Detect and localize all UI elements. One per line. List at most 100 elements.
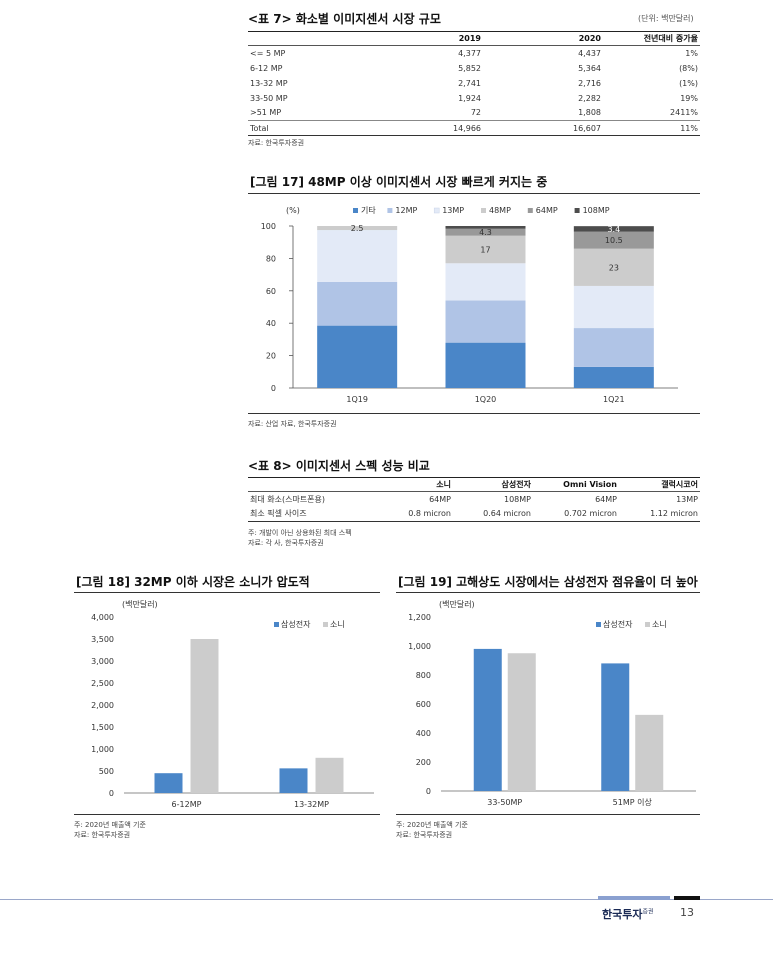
fig18-y-tick-label: 500	[99, 767, 114, 776]
table-cell: (1%)	[679, 78, 698, 88]
fig17-bar-segment	[445, 226, 526, 229]
fig17-bar-segment	[573, 366, 654, 388]
fig19-x-tick-label: 33-50MP	[487, 798, 522, 807]
fig17-data-label: 4.3	[479, 228, 492, 237]
table-cell: 72	[470, 108, 481, 118]
table-cell: 64MP	[429, 494, 451, 504]
table-cell: 6-12 MP	[250, 63, 283, 73]
fig18-y-tick-label: 4,000	[91, 613, 114, 622]
fig19-legend-swatch	[596, 622, 601, 627]
fig19-y-tick-label: 800	[416, 671, 431, 680]
fig19-legend-label: 삼성전자	[603, 619, 633, 629]
fig17-legend-label: 12MP	[395, 206, 417, 215]
table7-header-cell: 전년대비 증가율	[603, 31, 700, 46]
fig18-x-tick-label: 13-32MP	[294, 800, 329, 809]
fig19-y-unit: (백만달러)	[439, 599, 475, 609]
fig17-bar-segment	[445, 228, 526, 236]
fig17-bar-segment	[445, 342, 526, 388]
footer-accent-bar-dark	[674, 896, 700, 900]
table-cell: 4,437	[578, 48, 601, 58]
fig17-x-tick-label: 1Q19	[346, 395, 368, 404]
fig17-bottom-rule	[248, 413, 700, 414]
fig18-y-tick-label: 1,000	[91, 745, 114, 754]
fig17-bar-segment	[317, 230, 398, 282]
fig17-legend-swatch	[433, 207, 440, 214]
table7-title: <표 7> 화소별 이미지센서 시장 규모	[248, 12, 441, 26]
fig17-data-label: 3.4	[607, 225, 620, 234]
fig17-y-unit: (%)	[286, 206, 300, 215]
table8-note: 주: 개발이 아닌 상용화된 최대 스펙	[248, 529, 352, 537]
fig17-bar-segment	[573, 231, 654, 249]
fig18-y-tick-label: 3,000	[91, 657, 114, 666]
fig19-note: 주: 2020년 매출액 기준	[396, 821, 468, 829]
fig17-bar-segment	[573, 285, 654, 329]
fig18-legend-swatch	[274, 622, 279, 627]
footer-logo: 한국투자증권	[602, 906, 654, 922]
table-cell: 2,716	[578, 78, 601, 88]
fig18-y-tick-label: 3,500	[91, 635, 114, 644]
fig17-data-label: 2.5	[351, 224, 364, 233]
fig19-title: [그림 19] 고해상도 시장에서는 삼성전자 점유율이 더 높아	[398, 575, 698, 589]
table-row: 13-32 MP 2,741 2,716 (1%)	[248, 76, 700, 91]
fig18-title-rule	[74, 592, 380, 593]
table-cell: 64MP	[595, 494, 617, 504]
fig18-bar	[279, 768, 308, 793]
table-cell: 최대 화소(스마트폰용)	[250, 494, 326, 504]
fig17-x-tick-label: 1Q21	[603, 395, 625, 404]
fig17-legend-label: 기타	[361, 206, 376, 215]
fig17-bar-segment	[317, 226, 398, 231]
table8: 소니 삼성전자 Omni Vision 갤럭시코어 최대 화소(스마트폰용) 6…	[248, 477, 700, 522]
footer-divider	[0, 899, 773, 900]
fig19-y-tick-label: 1,000	[408, 642, 431, 651]
fig17-bar-segment	[445, 263, 526, 301]
fig18-x-tick-label: 6-12MP	[172, 800, 202, 809]
fig17-legend-swatch	[527, 208, 533, 213]
table8-header-cell: 갤럭시코어	[619, 477, 700, 492]
table-row: 최대 화소(스마트폰용) 64MP 108MP 64MP 13MP	[248, 492, 700, 507]
fig19-bar	[635, 714, 664, 791]
fig17-y-tick-label: 20	[266, 352, 276, 361]
fig17-legend-label: 64MP	[536, 206, 558, 215]
table-cell: 0.8 micron	[363, 506, 453, 522]
fig18-legend-label: 삼성전자	[281, 619, 311, 629]
fig18-bar	[190, 639, 219, 793]
fig19-chart: (백만달러) 0 200 400 600 800 1,000 1,200 삼성전자 소니 33-50…	[408, 599, 696, 807]
table7-header-cell: 2020	[483, 31, 603, 46]
fig17-data-label: 10.5	[605, 236, 623, 245]
fig19-legend-label: 소니	[652, 619, 667, 629]
fig18-source: 자료: 한국투자증권	[74, 831, 131, 839]
fig17-bar-segment	[445, 300, 526, 343]
table-cell: 13MP	[676, 494, 698, 504]
fig18-y-tick-label: 2,500	[91, 679, 114, 688]
fig18-legend-label: 소니	[330, 619, 345, 629]
fig17-title-rule	[248, 193, 700, 194]
footer-accent-bar	[598, 896, 670, 900]
table-row: 33-50 MP 1,924 2,282 19%	[248, 91, 700, 106]
fig17-bar-segment	[573, 248, 654, 286]
fig17-bar-segment	[573, 226, 654, 232]
table-cell: 13-32 MP	[250, 78, 288, 88]
table-cell: 2,282	[578, 93, 601, 103]
page-number: 13	[680, 906, 694, 919]
table-cell: Total	[248, 120, 358, 136]
fig17-x-tick-label: 1Q20	[475, 395, 497, 404]
fig19-source: 자료: 한국투자증권	[396, 831, 453, 839]
fig17-y-tick-label: 80	[266, 254, 276, 263]
fig17-legend-swatch	[481, 208, 486, 213]
table-cell: 16,607	[483, 120, 603, 136]
table8-title: <표 8> 이미지센서 스펙 성능 비교	[248, 459, 430, 473]
table-cell: 5,852	[458, 63, 481, 73]
fig19-legend-swatch	[645, 622, 650, 627]
fig19-y-tick-label: 1,200	[408, 613, 431, 622]
table8-header-cell	[248, 477, 363, 492]
table-cell: 0.64 micron	[453, 506, 533, 522]
fig17-bar-segment	[317, 281, 398, 326]
fig17-bar-segment	[445, 235, 526, 264]
table7-header-row: 2019 2020 전년대비 증가율	[248, 31, 700, 46]
table-cell: 5,364	[578, 63, 601, 73]
fig17-bar-segment	[573, 328, 654, 367]
table-cell: 4,377	[458, 48, 481, 58]
table-cell: 1,808	[578, 108, 601, 118]
fig17-y-tick-label: 60	[266, 287, 276, 296]
fig17-bar-segment	[317, 325, 398, 388]
